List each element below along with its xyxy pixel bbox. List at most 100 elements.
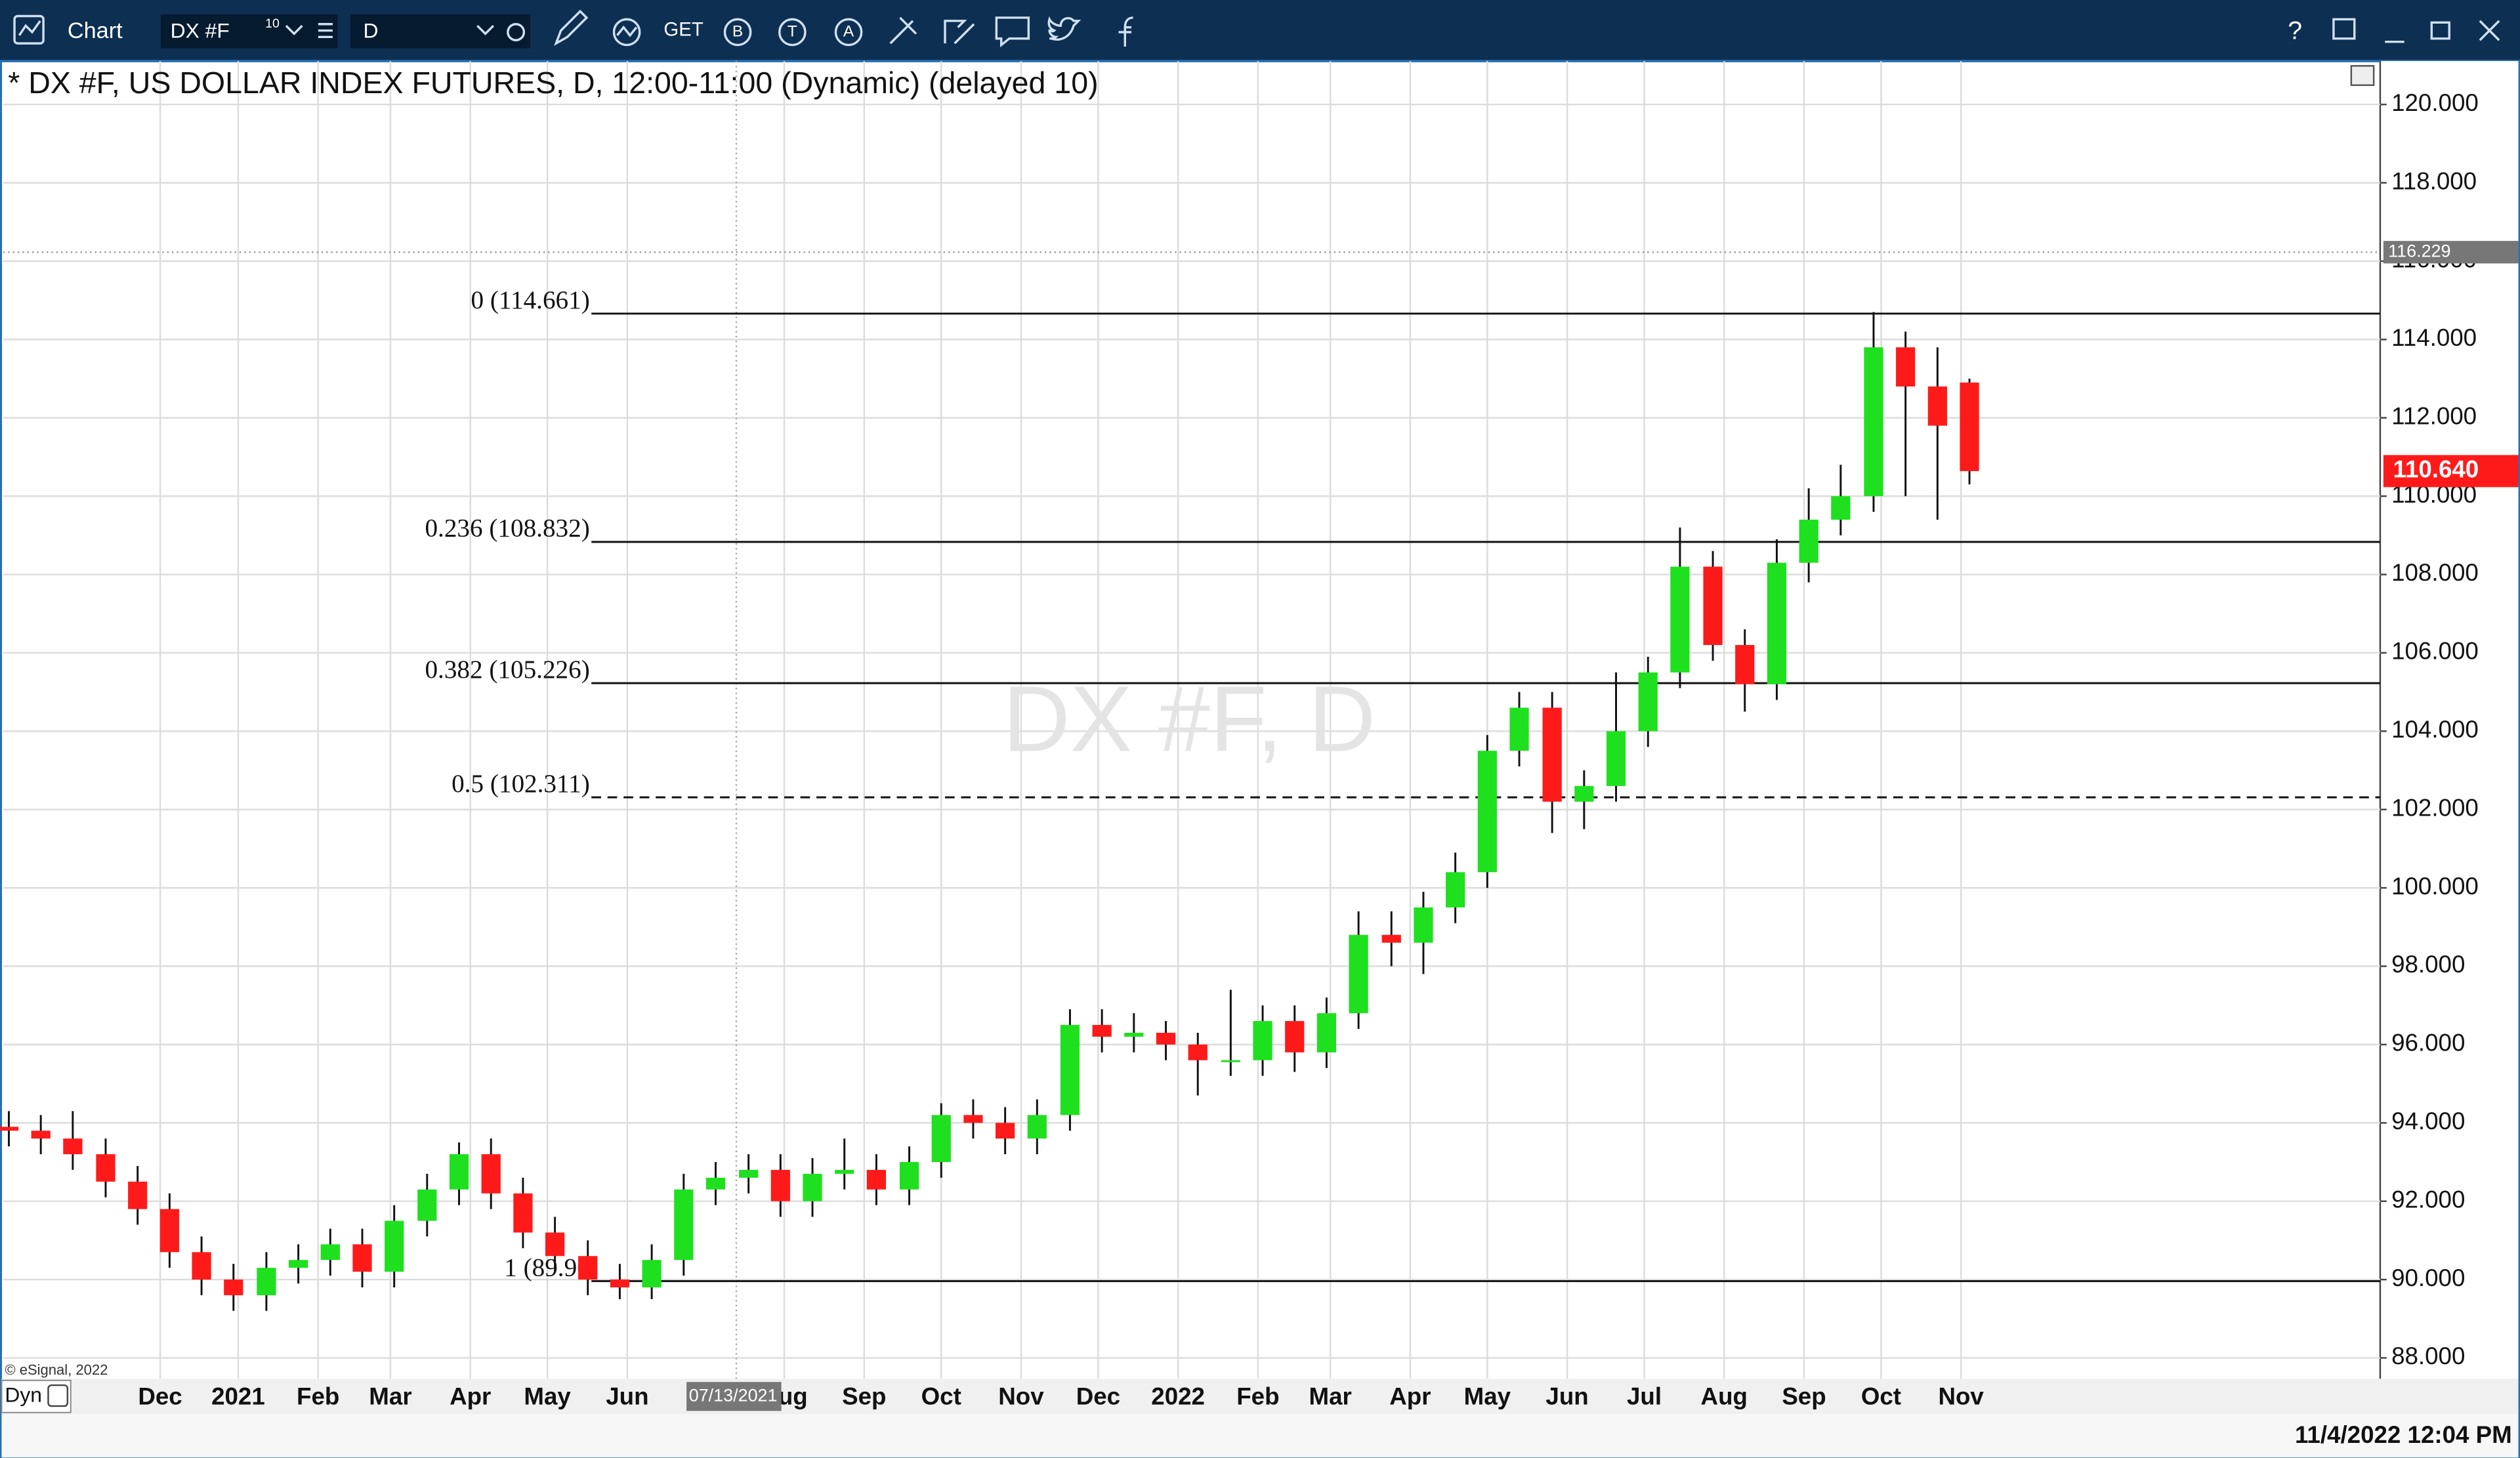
icon-letter[interactable]: T: [788, 22, 797, 40]
candle-body: [481, 1154, 501, 1194]
status-datetime: 11/4/2022 12:04 PM: [2295, 1421, 2512, 1448]
x-tick-label: Nov: [998, 1383, 1044, 1409]
edit-icon[interactable]: [944, 20, 975, 45]
icon-letter[interactable]: A: [843, 22, 854, 40]
candle-body: [963, 1115, 983, 1123]
symbol-badge: 10: [265, 16, 280, 31]
candle-body: [1060, 1025, 1080, 1115]
candle-body: [1703, 566, 1723, 645]
restore-button[interactable]: [2430, 21, 2450, 40]
candle-body: [899, 1161, 919, 1190]
icon-circle[interactable]: [723, 18, 752, 47]
x-tick-label: Oct: [1861, 1383, 1901, 1409]
tool-icon[interactable]: [889, 16, 917, 45]
x-tick-label: Dec: [1076, 1383, 1120, 1409]
time-axis-labels: Dec 2021 Feb Mar Apr May Jun Aug Sep Oct Nov Dec 202…: [138, 1382, 1984, 1411]
candle-body: [1927, 386, 1947, 426]
candle-body: [1509, 707, 1529, 751]
fib-label: 0.382 (105.226): [425, 656, 589, 684]
copyright: © eSignal, 2022: [5, 1362, 108, 1378]
chart-title: * DX #F, US DOLLAR INDEX FUTURES, D, 12:…: [8, 66, 1098, 100]
study-icon-line[interactable]: [616, 25, 638, 37]
icon-circle[interactable]: [778, 18, 807, 47]
reference-label: 116.229: [2388, 241, 2450, 260]
candle-body: [1864, 347, 1883, 497]
y-tick-label: 94.000: [2391, 1108, 2465, 1135]
y-tick-label: 106.000: [2391, 638, 2479, 665]
candle-body: [1896, 347, 1916, 387]
y-tick-label: 102.000: [2391, 794, 2479, 821]
window-icon[interactable]: [2332, 18, 2356, 40]
x-tick-label: Jun: [606, 1383, 648, 1409]
icon-letter[interactable]: B: [732, 22, 743, 40]
chart-icon: [13, 14, 45, 45]
chat-icon[interactable]: [995, 16, 1030, 48]
candle-body: [1414, 907, 1433, 943]
icon-circle[interactable]: [834, 18, 863, 47]
symbol-input[interactable]: [160, 14, 338, 49]
candle-body: [1253, 1021, 1272, 1060]
candle-body: [1960, 383, 1979, 471]
candle-body: [1316, 1013, 1337, 1052]
x-tick-label: Mar: [369, 1383, 411, 1409]
candle-body: [1638, 672, 1658, 732]
y-tick-label: 118.000: [2391, 167, 2477, 194]
candle-body: [803, 1173, 822, 1201]
close-button[interactable]: [2479, 20, 2500, 41]
symbol: DX #F: [171, 18, 230, 42]
y-tick-label: 112.000: [2391, 402, 2477, 429]
candle-body: [1670, 566, 1690, 673]
candle-body: [1446, 872, 1465, 907]
dropdown-arrow[interactable]: [285, 24, 303, 35]
dropdown-arrow[interactable]: [476, 24, 495, 35]
grid: [3, 61, 2380, 1379]
candle-body: [63, 1138, 83, 1155]
candle-body: [1092, 1025, 1112, 1037]
candle-body: [1735, 644, 1755, 684]
y-tick-label: 120.000: [2391, 89, 2479, 116]
get-button[interactable]: GET: [663, 18, 703, 40]
watermark: DX #F, D: [1003, 667, 1376, 771]
candle-body: [1124, 1032, 1144, 1037]
help-button[interactable]: ?: [2288, 16, 2302, 45]
candle-body: [385, 1220, 404, 1272]
candle-body: [1156, 1032, 1176, 1045]
candle-body: [0, 1127, 19, 1131]
facebook-icon[interactable]: [1118, 16, 1133, 47]
candle-body: [578, 1256, 598, 1280]
fibonacci: 0 (114.661) 0.236 (108.832) 0.382 (105.226…: [425, 286, 2380, 1282]
candle-body: [257, 1268, 276, 1295]
twitter-icon[interactable]: [1047, 16, 1082, 41]
candle-body: [352, 1244, 372, 1272]
lock-icon[interactable]: [47, 1384, 69, 1407]
candle-body: [1767, 562, 1787, 684]
candle-body: [1027, 1115, 1047, 1139]
candle-body: [835, 1169, 854, 1174]
study-icon[interactable]: [612, 18, 641, 47]
candle-body: [224, 1280, 243, 1295]
clock-icon[interactable]: [507, 23, 526, 41]
y-tick-label: 108.000: [2391, 559, 2479, 586]
candle-body: [1477, 751, 1497, 873]
y-tick-label: 98.000: [2391, 951, 2465, 978]
candle-body: [159, 1209, 180, 1253]
x-tick-label: Feb: [1236, 1383, 1279, 1409]
candle-body: [739, 1169, 759, 1178]
candle-body: [320, 1244, 340, 1260]
candle-body: [996, 1123, 1015, 1139]
expand-button[interactable]: [2350, 65, 2375, 87]
app-label: Chart: [68, 18, 123, 43]
x-tick-label: Nov: [1938, 1383, 1984, 1409]
candle-body: [770, 1169, 790, 1201]
time-axis: [1, 1379, 2519, 1415]
fib-label: 0 (114.661): [471, 286, 589, 314]
x-tick-label: Mar: [1309, 1383, 1352, 1409]
interval: D: [363, 18, 378, 42]
draw-icon[interactable]: [554, 9, 589, 46]
interval-input[interactable]: [350, 14, 531, 49]
y-tick-label: 90.000: [2391, 1264, 2465, 1291]
candle-body: [545, 1232, 565, 1257]
candle-body: [31, 1131, 51, 1139]
x-tick-label: May: [1464, 1383, 1511, 1409]
menu-icon[interactable]: [318, 23, 333, 39]
